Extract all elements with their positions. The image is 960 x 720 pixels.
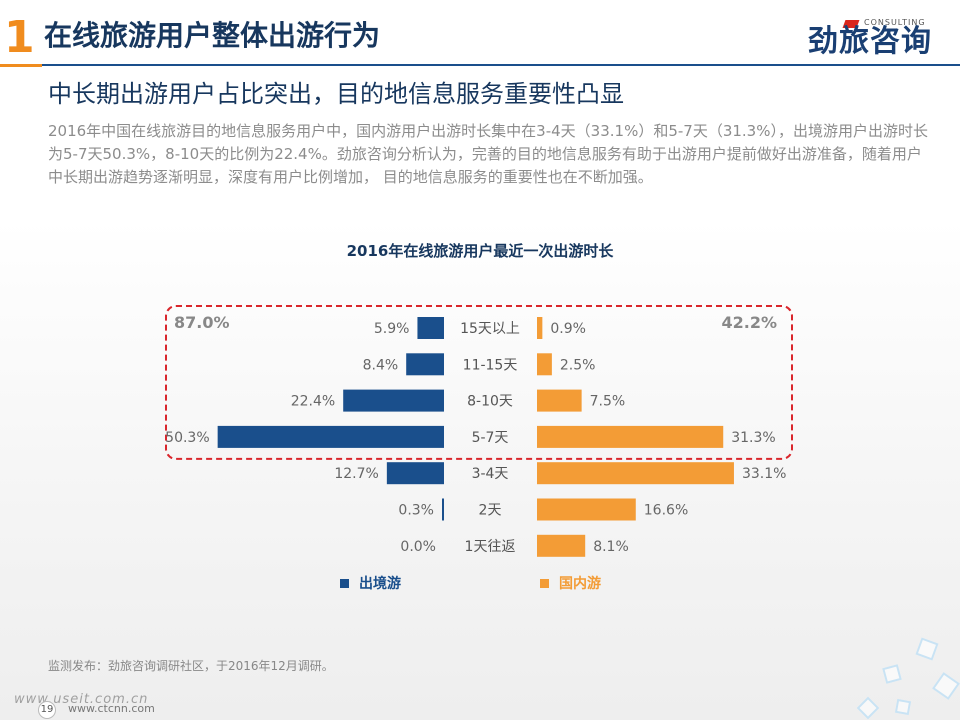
outbound-value-label: 50.3% <box>165 430 209 446</box>
domestic-bar <box>537 425 724 448</box>
domestic-bar <box>537 353 552 376</box>
domestic-value-label: 7.5% <box>590 394 626 410</box>
legend-domestic-swatch <box>540 578 549 588</box>
outbound-bar <box>386 462 444 485</box>
highlight-box <box>165 305 793 460</box>
domestic-value-label: 33.1% <box>742 466 786 482</box>
butterfly-bar-chart: 87.0% 42.2% 15天以上 5.9% 0.9% 11-15天 8.4% 2.5% 8-1… <box>165 305 793 557</box>
legend-outbound-swatch <box>340 578 349 588</box>
legend-outbound: 出境游 <box>340 573 401 593</box>
source-footnote: 监测发布：劲旅咨询调研社区，于2016年12月调研。 <box>48 659 334 673</box>
footer-url: www.ctcnn.com <box>68 702 155 715</box>
legend-outbound-label: 出境游 <box>359 576 401 592</box>
legend-domestic: 国内游 <box>540 573 601 593</box>
domestic-value-label: 0.9% <box>550 321 586 337</box>
left-total-label: 87.0% <box>174 313 230 332</box>
summary-paragraph: 2016年中国在线旅游目的地信息服务用户中，国内游用户出游时长集中在3-4天（3… <box>48 122 928 186</box>
logo-text: 劲旅咨询 <box>808 24 932 59</box>
outbound-bar <box>343 389 444 412</box>
category-label: 5-7天 <box>472 430 509 446</box>
domestic-value-label: 2.5% <box>560 357 596 373</box>
logo-subtitle: CONSULTING <box>864 18 926 27</box>
outbound-bar <box>442 498 444 521</box>
category-label: 15天以上 <box>460 321 520 337</box>
page-number: 19 <box>38 701 56 719</box>
category-label: 2天 <box>479 503 502 519</box>
category-label: 3-4天 <box>472 466 509 482</box>
page-title: 在线旅游用户整体出游行为 <box>44 19 381 52</box>
deco-square-icon <box>894 698 912 716</box>
outbound-value-label: 8.4% <box>363 357 399 373</box>
domestic-value-label: 31.3% <box>731 430 775 446</box>
category-label: 11-15天 <box>463 357 518 373</box>
header-divider <box>42 64 960 66</box>
outbound-bar <box>406 353 444 376</box>
section-number-underline <box>0 64 42 67</box>
domestic-value-label: 16.6% <box>644 503 688 519</box>
brand-logo: CONSULTING 劲旅咨询 <box>808 18 938 64</box>
outbound-value-label: 5.9% <box>374 321 410 337</box>
domestic-bar <box>537 389 582 412</box>
chart-title: 2016年在线旅游用户最近一次出游时长 <box>346 242 614 260</box>
outbound-bar <box>217 425 444 448</box>
background-fade <box>0 220 960 720</box>
legend-domestic-label: 国内游 <box>559 576 601 592</box>
domestic-bar <box>537 462 734 485</box>
outbound-value-label: 12.7% <box>334 466 378 482</box>
category-label: 1天往返 <box>465 539 516 555</box>
section-number: 1 <box>4 12 35 63</box>
outbound-value-label: 0.3% <box>398 503 434 519</box>
outbound-bar <box>417 317 444 339</box>
domestic-bar <box>537 498 636 521</box>
domestic-value-label: 8.1% <box>593 539 629 555</box>
domestic-bar <box>537 534 586 557</box>
domestic-bar <box>537 317 543 339</box>
slide-subtitle: 中长期出游用户占比突出，目的地信息服务重要性凸显 <box>48 80 624 108</box>
outbound-value-label: 22.4% <box>291 394 335 410</box>
category-label: 8-10天 <box>467 394 513 410</box>
outbound-value-label: 0.0% <box>400 539 436 555</box>
right-total-label: 42.2% <box>721 313 777 332</box>
